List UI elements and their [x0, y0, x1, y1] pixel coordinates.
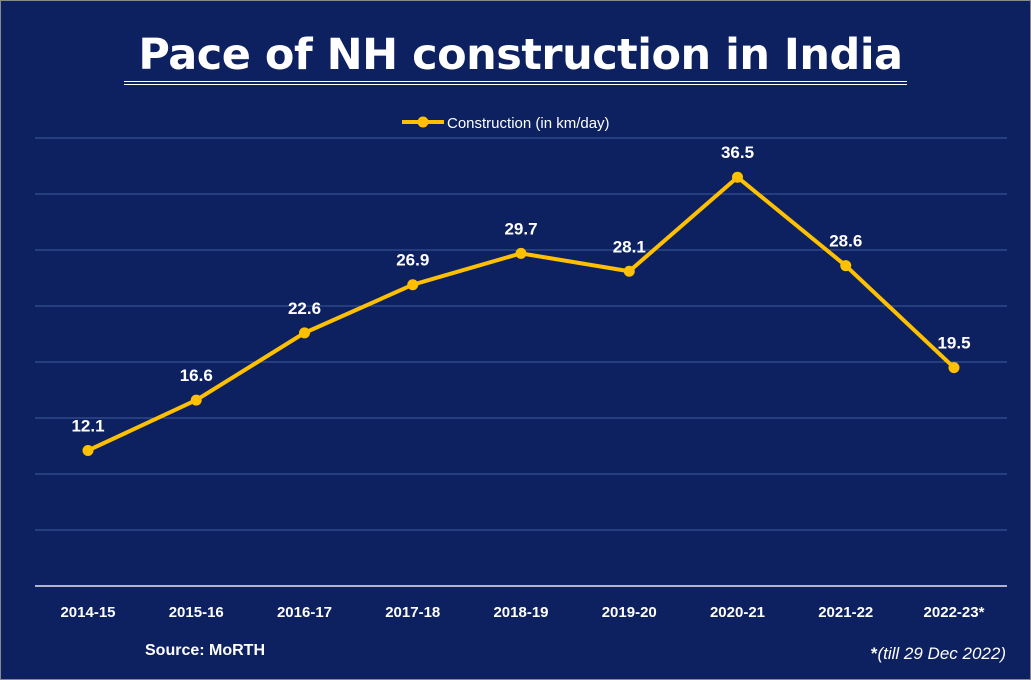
- data-label: 29.7: [504, 219, 537, 238]
- chart-title-text: Pace of NH construction in India: [124, 29, 907, 85]
- data-label: 28.1: [613, 237, 646, 256]
- legend-label: Construction (in km/day): [447, 115, 610, 132]
- data-label: 22.6: [288, 299, 321, 318]
- footnote: *(till 29 Dec 2022): [871, 644, 1006, 664]
- data-label: 16.6: [180, 366, 213, 385]
- x-tick-label: 2017-18: [385, 604, 440, 621]
- data-point: [82, 444, 94, 456]
- data-points: [82, 171, 960, 456]
- data-point: [407, 279, 419, 291]
- data-label: 12.1: [71, 416, 104, 435]
- data-label: 28.6: [829, 232, 862, 251]
- footnote-star: *: [870, 644, 878, 663]
- x-tick-label: 2018-19: [493, 604, 548, 621]
- x-tick-label: 2015-16: [169, 604, 224, 621]
- x-tick-label: 2014-15: [60, 604, 115, 621]
- data-point: [299, 327, 310, 339]
- data-point: [840, 260, 852, 272]
- source-note: Source: MoRTH: [145, 642, 265, 659]
- x-tick-label: 2019-20: [602, 604, 657, 621]
- data-label: 26.9: [396, 251, 429, 270]
- data-label: 36.5: [721, 143, 754, 162]
- data-point: [623, 265, 635, 277]
- data-point: [732, 171, 743, 183]
- gridlines: [35, 137, 1007, 531]
- x-tick-label: 2020-21: [710, 604, 765, 621]
- data-point: [515, 247, 527, 259]
- data-point: [948, 362, 960, 374]
- x-tick-label: 2022-23*: [924, 604, 985, 621]
- data-label: 19.5: [937, 334, 970, 353]
- x-tick-label: 2016-17: [277, 604, 332, 621]
- footnote-text: (till 29 Dec 2022): [877, 644, 1006, 663]
- chart-title: Pace of NH construction in India: [1, 27, 1030, 85]
- legend: Construction (in km/day): [402, 115, 610, 132]
- data-labels: 12.1 16.6 22.6 26.9 29.7 28.1 36.5 28.6 19.5: [71, 143, 970, 435]
- data-point: [190, 394, 202, 406]
- x-tick-label: 2021-22: [818, 604, 873, 621]
- x-tick-labels: 2014-15 2015-16 2016-17 2017-18 2018-19 2019-…: [60, 604, 984, 621]
- series-line: [86, 175, 956, 453]
- legend-marker: [417, 116, 429, 128]
